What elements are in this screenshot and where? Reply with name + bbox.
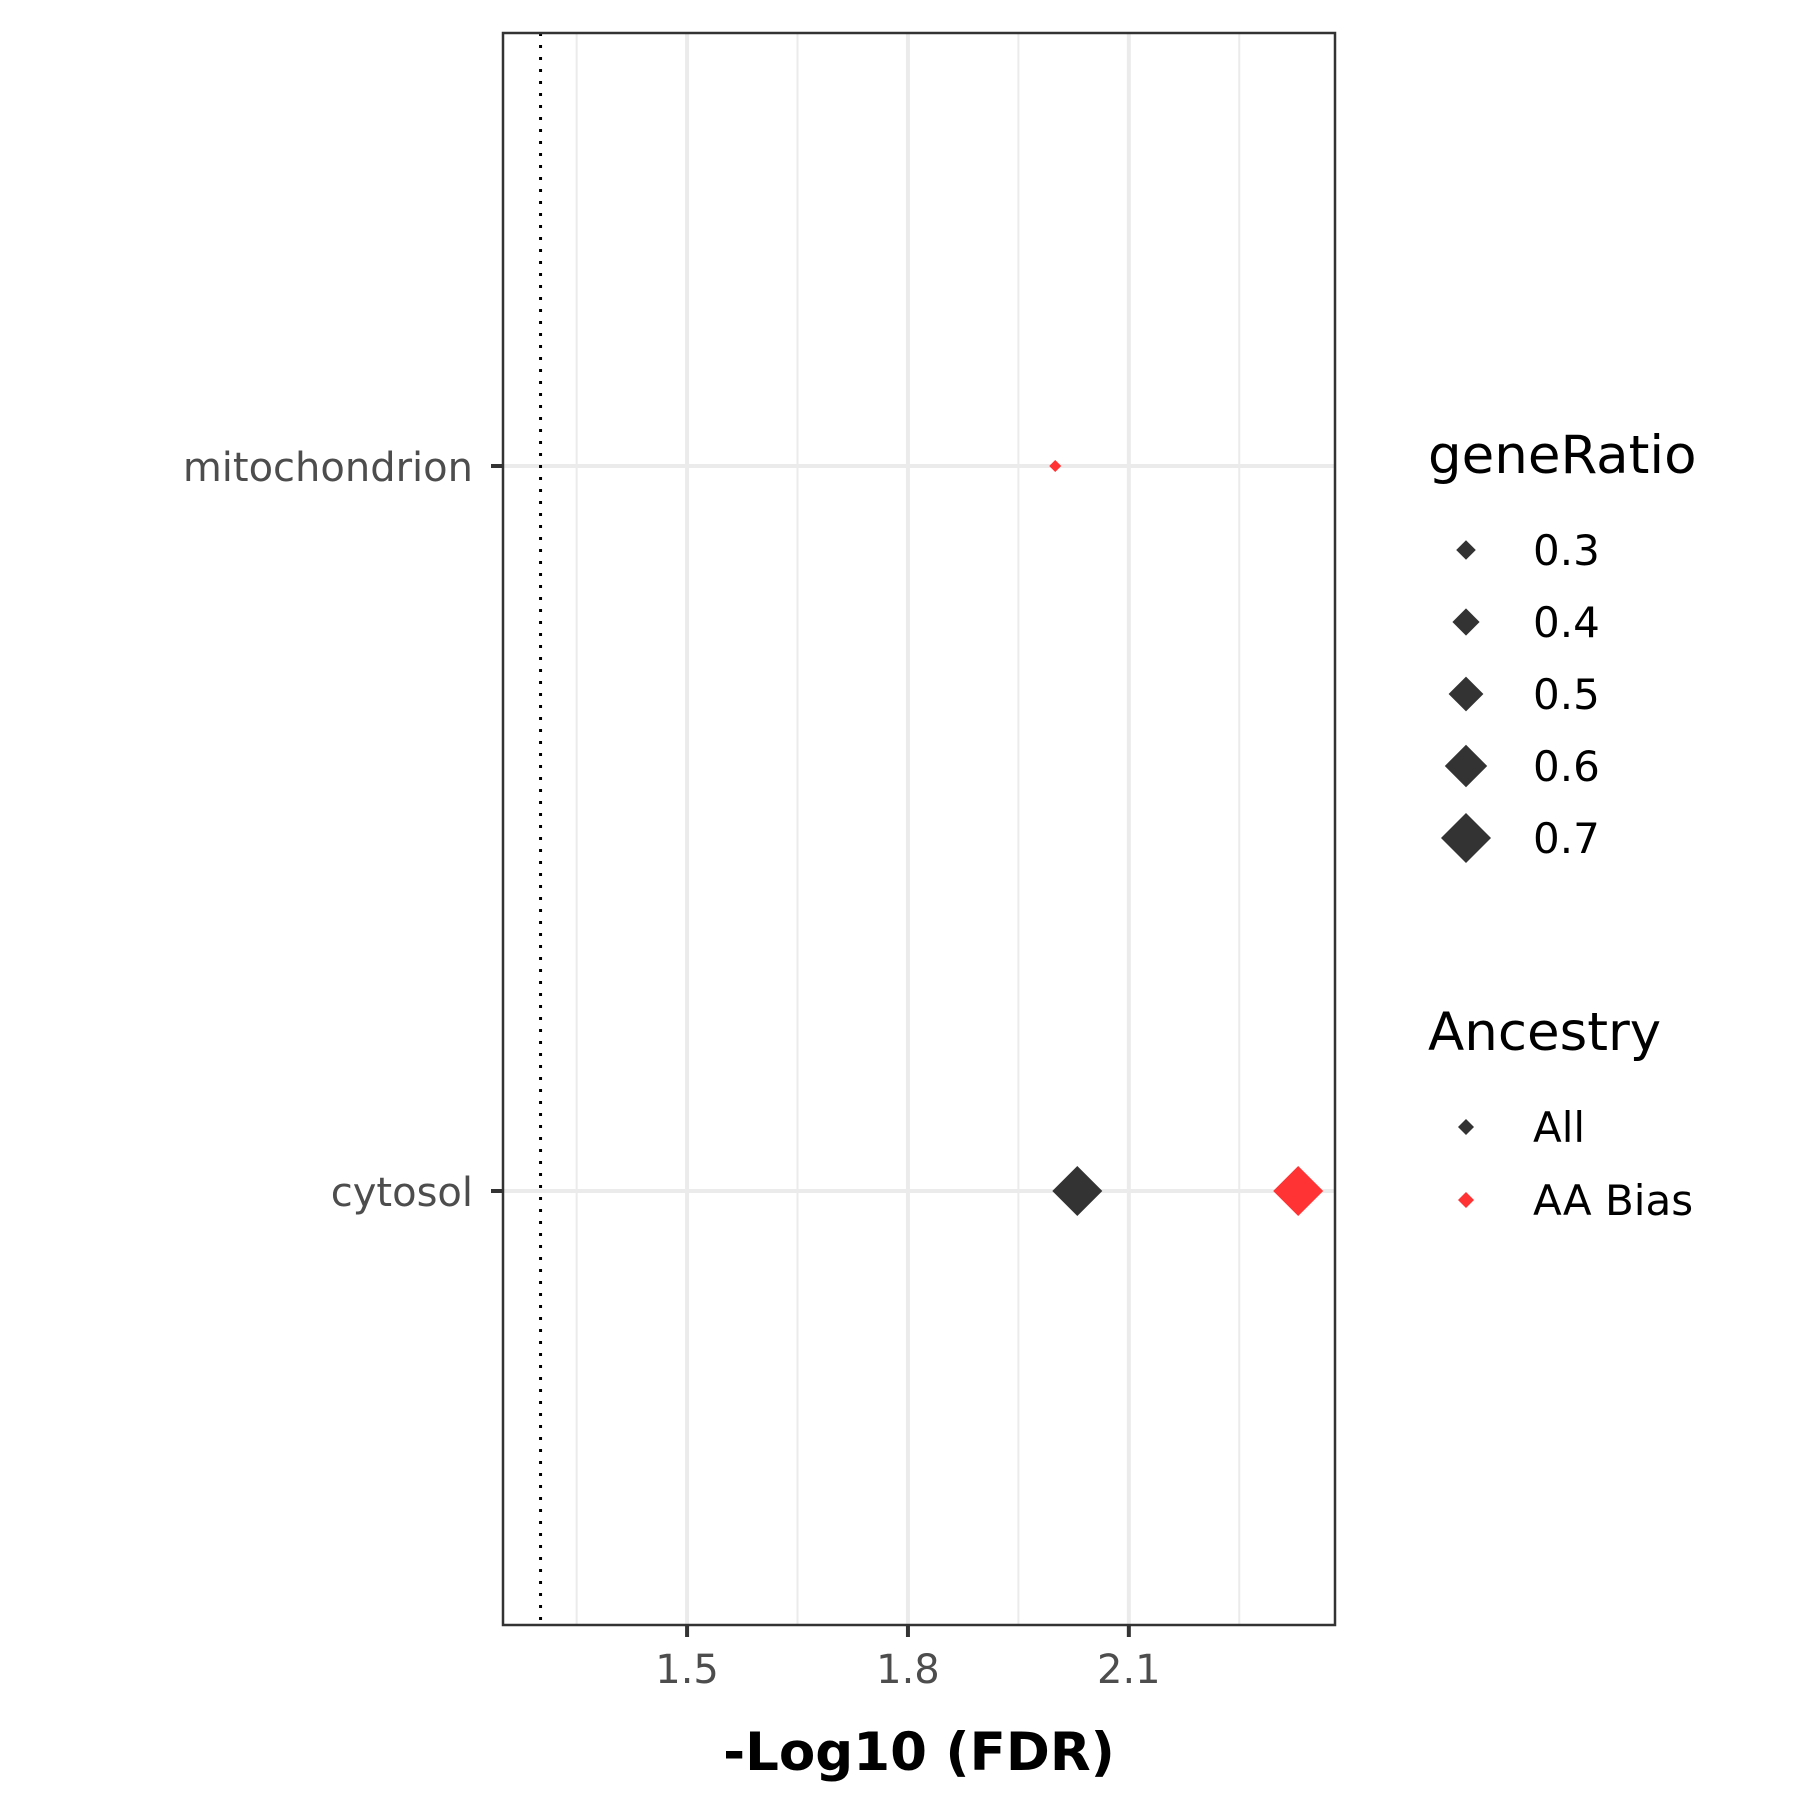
x-tick-label: 1.8 (876, 1647, 940, 1693)
point-aa-bias-mitochondrion (1049, 460, 1062, 472)
legend-title: Ancestry (1428, 1002, 1661, 1063)
legend-key (1456, 540, 1476, 560)
legend-ancestry: Ancestry All AA Bias (1428, 1002, 1693, 1225)
y-tick-label: cytosol (331, 1170, 473, 1216)
plot-panel (503, 33, 1335, 1625)
legend-label: 0.3 (1533, 526, 1600, 575)
legend-key (1444, 744, 1488, 788)
x-axis-title: -Log10 (FDR) (723, 1722, 1115, 1783)
legend-label: 0.6 (1533, 742, 1600, 791)
legend-key (1448, 676, 1484, 712)
x-tick-label: 2.1 (1097, 1647, 1161, 1693)
legend-key (1458, 1119, 1474, 1135)
panel-border (501, 31, 1337, 1627)
legend-label: 0.5 (1533, 670, 1600, 719)
point-all-cytosol (1052, 1166, 1103, 1216)
legend-label: 0.7 (1533, 814, 1600, 863)
legend-label: All (1533, 1103, 1585, 1152)
legend-key (1441, 813, 1491, 863)
legend-label: 0.4 (1533, 598, 1600, 647)
data-points (1049, 460, 1324, 1216)
legend-key (1458, 1192, 1474, 1208)
legend-key (1452, 608, 1480, 636)
legend-title: geneRatio (1428, 425, 1697, 486)
grid-lines (503, 33, 1335, 1625)
panel-background (503, 33, 1335, 1625)
y-tick-label: mitochondrion (183, 445, 473, 491)
x-tick-label: 1.5 (655, 1647, 719, 1693)
legend-generatio: geneRatio 0.3 0.4 0.5 0.6 0.7 (1428, 425, 1697, 863)
axes: 1.5 1.8 2.1 mitochondrion cytosol (183, 31, 1337, 1693)
legend-label: AA Bias (1533, 1176, 1693, 1225)
point-aa-bias-cytosol (1273, 1166, 1324, 1216)
